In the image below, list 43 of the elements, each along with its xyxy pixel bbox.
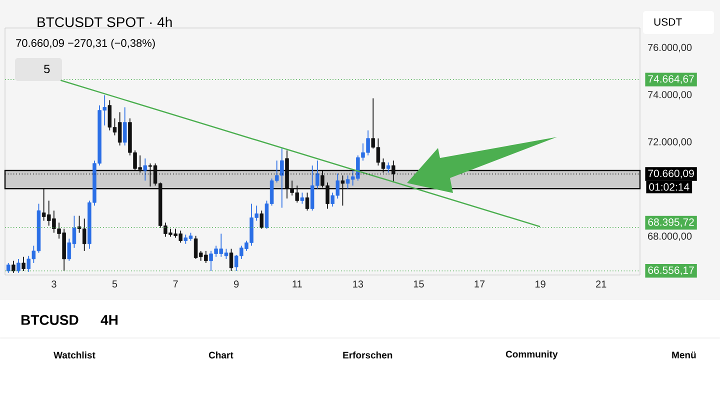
x-tick-label: 19: [536, 280, 546, 288]
candlestick: [143, 158, 148, 182]
chart-title: BTCUSDT SPOT · 4h: [38, 16, 172, 28]
text: 01:02:14: [649, 183, 690, 191]
candlestick: [392, 160, 396, 183]
y-tick-label: 72.000,00: [648, 138, 692, 147]
text: Watchlist: [54, 352, 96, 358]
x-tick-label: 9: [234, 280, 239, 288]
candlestick: [6, 262, 10, 274]
candlestick: [16, 258, 20, 274]
y-tick-label: 68.000,00: [648, 232, 692, 241]
x-tick-label: 11: [292, 280, 302, 288]
text: USDT: [654, 18, 682, 26]
ref-line-label: 66.556,17: [648, 266, 694, 276]
candlestick: [229, 248, 234, 272]
text: Community: [506, 350, 558, 360]
ref-line-label: 74.664,67: [648, 75, 694, 84]
text: BTCUSD: [21, 315, 78, 325]
x-tick-label: 17: [474, 280, 485, 288]
x-tick-label: 15: [414, 280, 424, 288]
y-tick-label: 74.000,00: [648, 91, 692, 100]
x-tick-label: 5: [112, 280, 118, 288]
text: 70.660,09 −270,31 (−0,38%): [16, 38, 155, 50]
candlestick: [260, 210, 264, 230]
ref-line-label: 70.660,09: [648, 170, 694, 178]
candlestick: [300, 192, 304, 204]
x-tick-label: 3: [52, 280, 56, 288]
candlestick: [386, 162, 390, 174]
text: 4H: [100, 315, 118, 325]
candlestick: [12, 260, 16, 274]
candlestick: [305, 192, 310, 212]
candlestick: [340, 174, 345, 206]
ref-line-label: 68.395,72: [648, 218, 694, 228]
text: Erforschen: [343, 352, 392, 358]
x-tick-label: 7: [173, 280, 178, 288]
x-tick-label: 21: [596, 280, 606, 288]
text: Chart: [208, 352, 234, 358]
candlestick: [122, 106, 127, 146]
candlestick: [22, 256, 26, 272]
annotation: 5: [44, 64, 50, 74]
text: Menü: [672, 352, 696, 358]
y-tick-label: 76.000,00: [648, 44, 692, 52]
x-tick-label: 13: [353, 280, 364, 288]
